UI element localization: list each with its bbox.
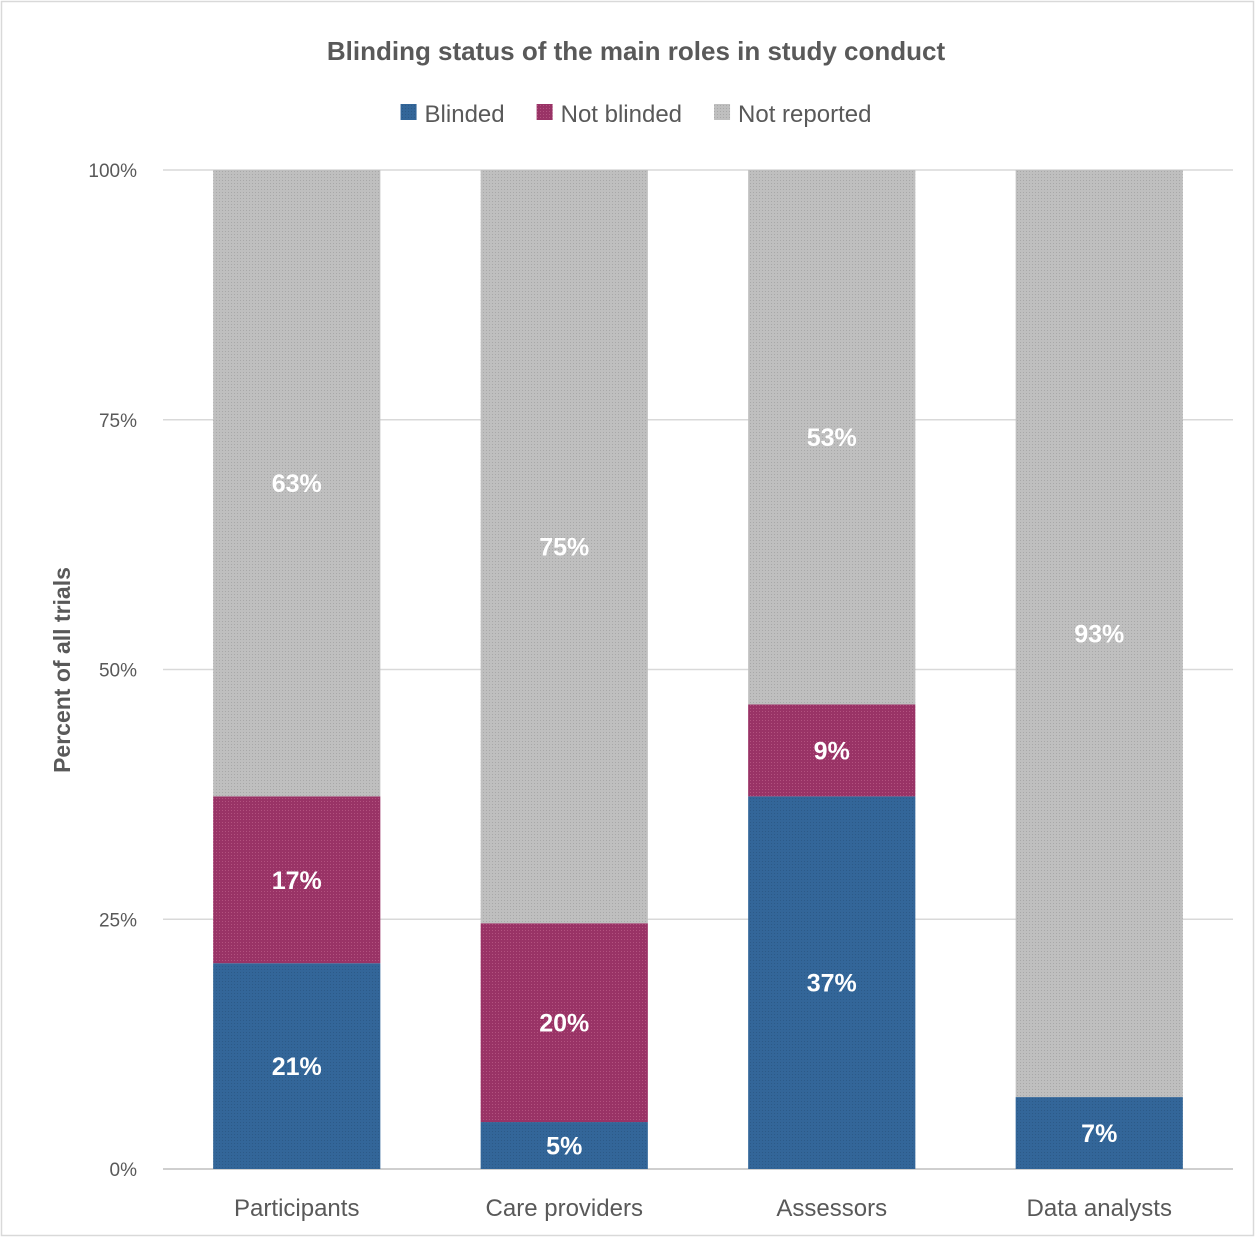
y-axis-label: Percent of all trials xyxy=(49,567,75,773)
bar-segment xyxy=(480,1122,648,1169)
bar-segment xyxy=(213,963,381,1169)
data-label: 17% xyxy=(272,867,322,895)
legend-item: Blinded xyxy=(400,101,505,128)
legend-swatch xyxy=(400,104,417,120)
y-axis-tick-labels: 0% 25% 50% 75% 100% xyxy=(88,161,137,1181)
bar-segment xyxy=(1015,170,1183,1098)
data-label: 93% xyxy=(1074,621,1124,649)
legend-swatch xyxy=(536,104,553,120)
bars: 21% 17% 63% 5% 20% 75% 37% 9% 53% 7% 93% xyxy=(213,170,1183,1169)
bar-segment xyxy=(480,923,648,1123)
data-label: 20% xyxy=(539,1010,589,1038)
y-tick-label: 50% xyxy=(99,661,137,682)
data-label: 9% xyxy=(814,737,850,765)
x-tick-label: Data analysts xyxy=(1027,1195,1172,1222)
x-tick-label: Assessors xyxy=(776,1195,887,1222)
y-tick-label: 75% xyxy=(99,411,137,432)
y-tick-label: 100% xyxy=(88,161,137,182)
data-label: 21% xyxy=(272,1053,322,1081)
chart-title: Blinding status of the main roles in stu… xyxy=(327,36,946,66)
legend-item: Not reported xyxy=(714,101,871,128)
legend: Blinded Not blinded Not reported xyxy=(400,101,871,128)
data-label: 37% xyxy=(807,970,857,998)
data-label: 53% xyxy=(807,424,857,452)
bar-segment xyxy=(1015,1097,1183,1169)
x-axis-tick-labels: Participants Care providers Assessors Data … xyxy=(234,1195,1172,1222)
legend-label: Blinded xyxy=(425,101,505,128)
bar-segment xyxy=(213,170,381,797)
data-label: 7% xyxy=(1081,1120,1117,1148)
data-label: 75% xyxy=(539,534,589,562)
legend-label: Not reported xyxy=(738,101,871,128)
y-tick-label: 25% xyxy=(99,910,137,931)
legend-swatch xyxy=(714,104,731,120)
bar-segment xyxy=(213,796,381,964)
data-label: 5% xyxy=(546,1133,582,1161)
x-tick-label: Care providers xyxy=(486,1195,643,1222)
y-tick-label: 0% xyxy=(110,1160,138,1181)
legend-item: Not blinded xyxy=(536,101,682,128)
bar-segment xyxy=(748,170,916,705)
bar-segment xyxy=(480,170,648,924)
bar-segment xyxy=(748,796,916,1169)
x-tick-label: Participants xyxy=(234,1195,359,1222)
bar-segment xyxy=(748,704,916,797)
legend-label: Not blinded xyxy=(561,101,682,128)
data-label: 63% xyxy=(272,470,322,498)
